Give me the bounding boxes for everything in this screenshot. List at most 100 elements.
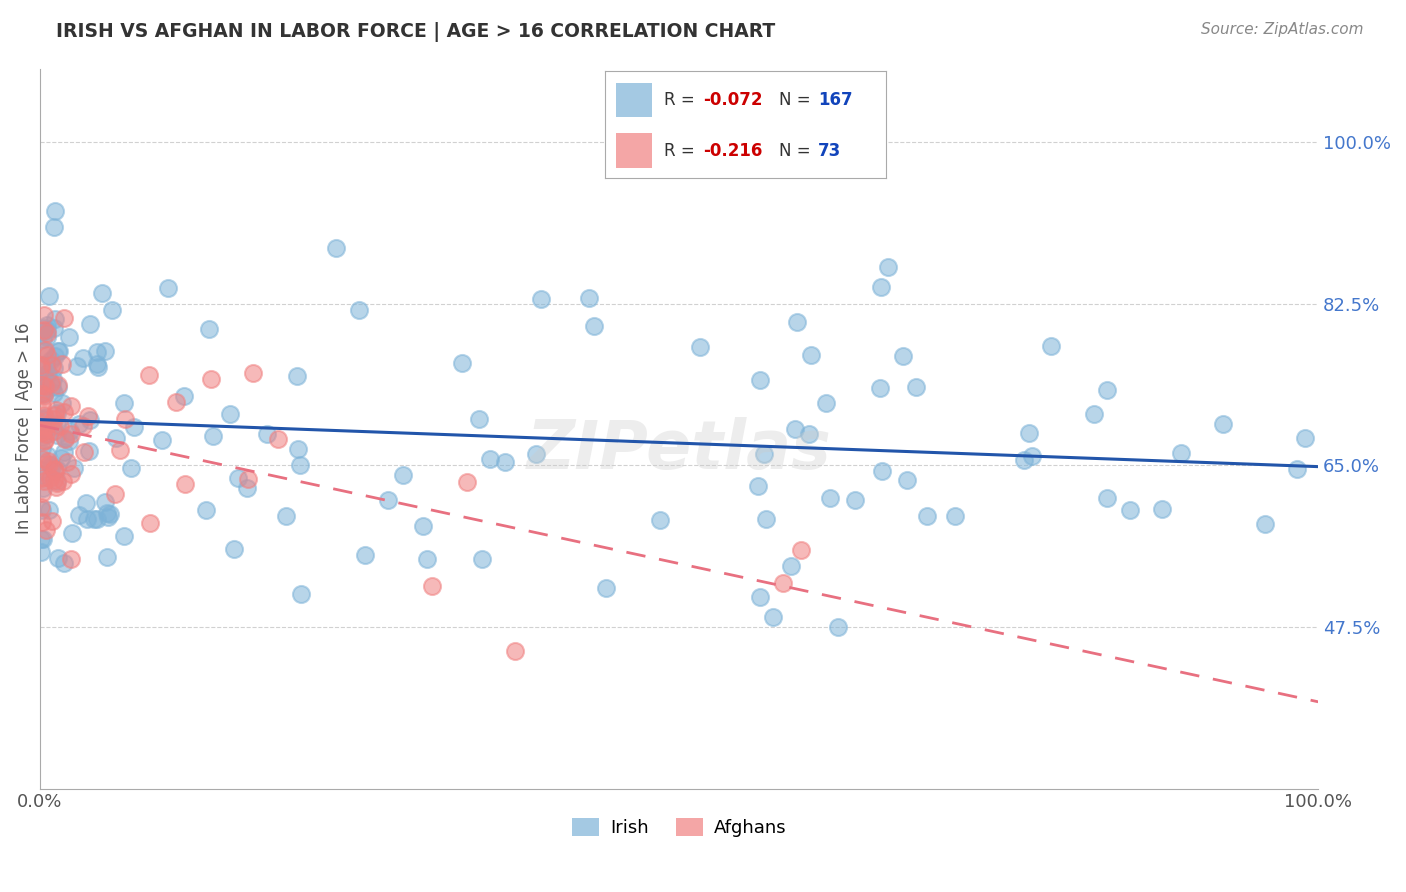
Point: [58, 434, 80, 449]
Point: [72, 351, 94, 365]
Point: [35, 378, 58, 392]
Point: [53, 432, 76, 446]
Point: [222, 541, 245, 556]
Point: [97, 509, 120, 524]
Point: [456, 475, 478, 490]
Point: [530, 292, 553, 306]
Point: [31, 430, 53, 444]
Point: [353, 548, 375, 562]
Point: [288, 458, 311, 472]
Point: [124, 419, 146, 434]
Point: [39, 353, 62, 368]
Point: [59, 551, 82, 566]
Point: [827, 619, 849, 633]
Point: [1285, 462, 1308, 476]
Point: [42, 419, 65, 434]
Point: [101, 303, 124, 318]
Point: [689, 340, 711, 354]
Point: [34, 379, 56, 393]
Point: [30, 471, 52, 485]
Text: ZIPetlas: ZIPetlas: [527, 417, 831, 483]
Point: [195, 502, 218, 516]
Point: [63, 461, 86, 475]
Point: [67, 417, 90, 432]
Point: [59, 467, 82, 481]
Text: IRISH VS AFGHAN IN LABOR FORCE | AGE > 16 CORRELATION CHART: IRISH VS AFGHAN IN LABOR FORCE | AGE > 1…: [56, 22, 776, 42]
Point: [236, 481, 259, 495]
Point: [44, 425, 66, 439]
Point: [32, 369, 55, 384]
Point: [1212, 417, 1234, 431]
Point: [45, 480, 67, 494]
Point: [451, 356, 474, 370]
Point: [30, 544, 52, 558]
Point: [754, 447, 776, 461]
Point: [1040, 339, 1063, 353]
Point: [891, 349, 914, 363]
Point: [34, 343, 56, 357]
Point: [41, 376, 63, 391]
Text: N =: N =: [779, 142, 815, 160]
Point: [44, 220, 66, 235]
Point: [58, 330, 80, 344]
Point: [44, 412, 66, 426]
Point: [41, 380, 63, 394]
Bar: [616, 134, 652, 168]
Point: [1254, 517, 1277, 532]
Point: [32, 323, 55, 337]
Point: [30, 468, 52, 483]
Point: [46, 461, 69, 475]
Point: [31, 398, 53, 412]
Point: [41, 459, 63, 474]
Point: [34, 409, 56, 424]
Point: [31, 451, 53, 466]
Point: [114, 412, 136, 426]
Point: [290, 587, 312, 601]
Point: [94, 344, 117, 359]
Point: [32, 481, 55, 495]
Point: [31, 503, 53, 517]
Point: [60, 427, 83, 442]
Point: [1014, 453, 1036, 467]
Point: [76, 409, 98, 424]
Point: [42, 386, 65, 401]
Point: [83, 512, 105, 526]
Point: [32, 387, 55, 401]
Point: [31, 332, 53, 346]
Point: [52, 475, 75, 489]
Point: [797, 426, 820, 441]
Point: [32, 411, 55, 425]
Point: [76, 512, 98, 526]
Point: [96, 549, 118, 564]
Point: [46, 344, 69, 359]
Text: 73: 73: [818, 142, 842, 160]
Point: [747, 479, 769, 493]
Point: [1150, 501, 1173, 516]
Text: R =: R =: [664, 142, 700, 160]
Point: [1097, 383, 1119, 397]
Point: [30, 425, 52, 439]
Point: [772, 575, 794, 590]
Point: [35, 323, 58, 337]
Point: [503, 643, 526, 657]
Point: [77, 443, 100, 458]
Point: [478, 452, 501, 467]
Point: [46, 417, 69, 431]
Point: [31, 378, 53, 392]
Y-axis label: In Labor Force | Age > 16: In Labor Force | Age > 16: [15, 323, 32, 534]
Point: [53, 310, 76, 325]
Point: [943, 508, 966, 523]
Point: [749, 373, 772, 387]
Point: [38, 503, 60, 517]
Point: [52, 404, 75, 418]
Point: [44, 204, 66, 219]
Point: [35, 367, 58, 381]
Point: [38, 289, 60, 303]
Point: [392, 467, 415, 482]
Point: [44, 311, 66, 326]
Point: [34, 434, 56, 448]
Point: [86, 512, 108, 526]
Point: [870, 464, 893, 478]
Point: [786, 315, 808, 329]
Point: [32, 320, 55, 334]
